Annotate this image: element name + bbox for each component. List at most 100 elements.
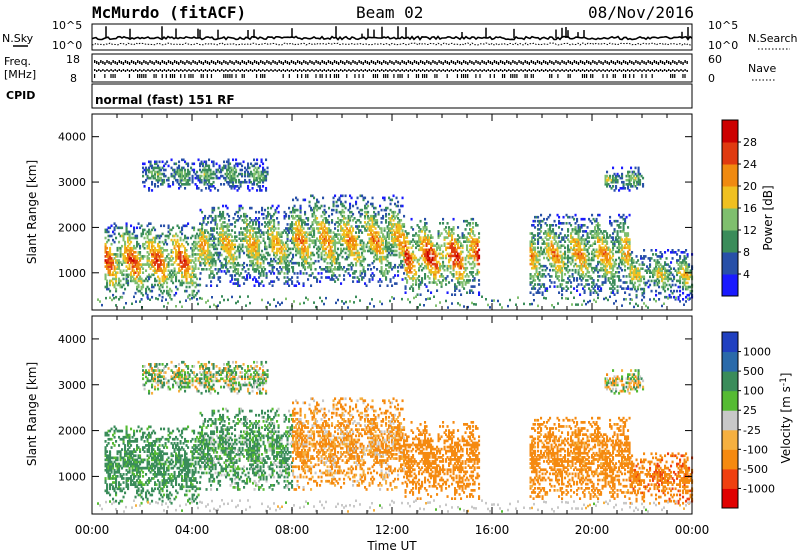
freq-mark [409,61,412,64]
freq-mark [329,74,331,78]
power-cell [564,262,567,266]
power-cell [214,261,217,265]
power-cell [211,257,214,261]
nave-mark [108,70,110,72]
nave-mark [155,69,157,71]
nave-mark [258,69,260,71]
freq-mark [653,60,656,63]
power-cell [410,226,413,229]
power-cell [358,253,361,257]
power-cell [222,239,225,242]
power-cell [320,272,323,275]
freq-mark [342,61,344,64]
power-cell [116,259,119,262]
power-cell [371,251,374,255]
power-cell [531,224,534,227]
power-cell [228,235,231,238]
power-cell [454,285,457,288]
power-cell [374,249,377,253]
nave-mark [147,69,149,71]
power-cell [137,257,140,260]
power-cell [550,250,553,254]
power-cell [208,235,211,238]
power-cell [567,230,570,233]
power-cell [343,231,346,234]
power-cell [427,234,430,237]
power-cell [289,210,292,214]
power-cell [365,229,368,232]
power-cell [349,229,352,232]
power-cell [271,231,274,234]
power-cell [184,275,187,279]
freq-mark [188,74,190,78]
power-cell [541,250,544,254]
power-cell [219,280,222,283]
power-cell [388,223,391,226]
power-cell [332,239,335,242]
power-cell [220,233,223,236]
power-cell [455,250,458,254]
power-cell [398,251,401,255]
power-cell [310,253,313,257]
freq-mark [463,74,465,78]
power-cell [107,230,110,234]
power-cell [229,266,232,269]
power-cell [104,246,107,250]
power-cell [397,204,400,208]
power-cell [538,273,541,276]
power-cell [395,253,398,257]
power-cell [295,235,298,238]
power-cell [449,246,452,250]
power-cell [234,245,237,249]
freq-mark [210,74,213,78]
power-cell [385,219,388,222]
power-cell [202,219,205,222]
power-cell [137,271,140,274]
power-cell [164,249,167,252]
power-cell [237,263,240,267]
power-cell [382,214,385,218]
power-cell [142,255,145,258]
power-cell [391,243,394,247]
power-cell [353,253,356,257]
power-cell [537,215,540,219]
power-cell [134,261,137,264]
power-cell [122,261,125,264]
freq-mark [532,61,535,64]
freq-mark [374,74,377,78]
power-cell [234,261,237,265]
power-cell [160,255,163,258]
power-cell [292,268,295,271]
power-cell [187,222,190,225]
power-cell [122,234,125,238]
power-cell [157,234,160,238]
power-cell [202,251,205,255]
power-cell [106,259,109,262]
power-cell [256,239,259,242]
power-cell [237,284,240,287]
freq-mark [612,61,615,64]
power-cell [332,243,335,247]
power-cell [364,282,367,285]
power-cell [394,282,397,285]
power-cell [301,237,304,240]
power-cell [476,252,479,256]
power-cell [334,227,337,230]
power-cell [302,255,305,259]
freq-tick-bottom: 8 [70,72,77,85]
freq-mark [526,61,528,64]
power-cell [537,273,540,276]
power-cell [228,270,231,273]
power-cell [436,246,439,250]
power-cell [249,217,252,220]
power-cell [283,276,286,279]
power-cell [133,230,136,234]
power-cell [359,194,362,198]
power-cell [164,257,167,260]
power-cell [422,228,425,231]
power-cell [252,249,255,253]
power-cell [383,247,386,251]
power-cell [296,227,299,230]
power-cell [400,204,403,208]
power-cell [276,253,279,257]
